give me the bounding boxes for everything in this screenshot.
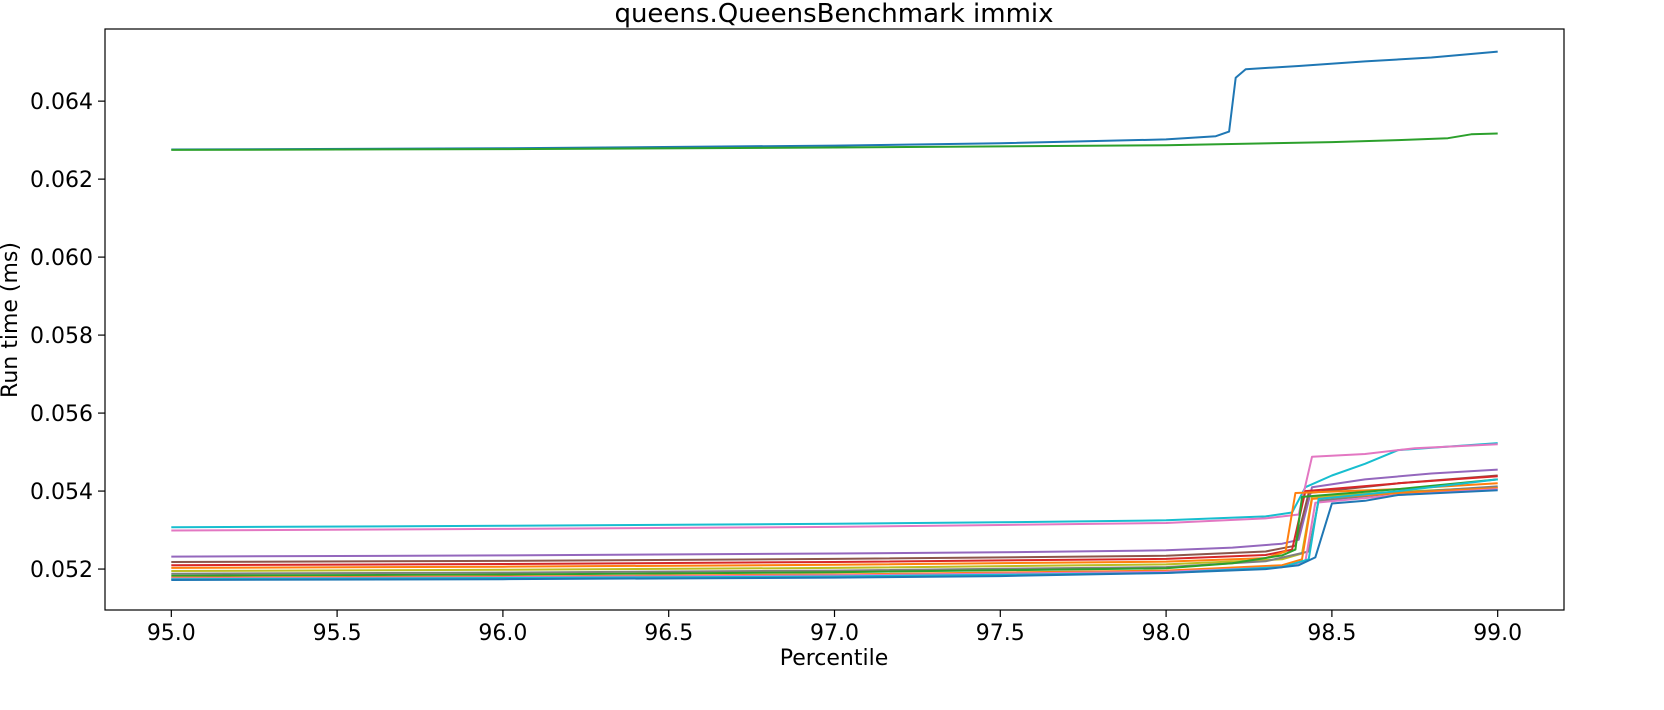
y-tick-label: 0.054 [30, 480, 93, 505]
x-tick-label: 97.0 [810, 621, 859, 646]
x-tick-label: 96.5 [644, 621, 693, 646]
series-line-2 [171, 132, 1498, 151]
x-tick-label: 95.5 [313, 621, 362, 646]
y-axis-label: Run time (ms) [0, 242, 23, 398]
x-tick-label: 98.5 [1307, 621, 1356, 646]
series-line-15 [171, 489, 1498, 581]
series-line-7 [171, 475, 1498, 567]
series-line-1 [171, 50, 1498, 151]
chart-title: queens.QueensBenchmark immix [614, 0, 1053, 29]
y-tick-label: 0.064 [30, 90, 93, 115]
y-tick-label: 0.058 [30, 324, 93, 349]
series-line-4 [171, 443, 1498, 532]
y-tick-label: 0.056 [30, 402, 93, 427]
y-tick-label: 0.060 [30, 246, 93, 271]
y-tick-label: 0.052 [30, 558, 93, 583]
series-line-3 [171, 442, 1498, 529]
x-tick-label: 96.0 [478, 621, 527, 646]
x-tick-label: 97.5 [976, 621, 1025, 646]
y-axis-ticks: 0.052 0.054 0.056 0.058 0.060 0.062 0.064 [30, 90, 105, 583]
x-axis-label: Percentile [780, 646, 889, 671]
x-tick-label: 98.0 [1142, 621, 1191, 646]
x-tick-label: 95.0 [147, 621, 196, 646]
series-line-11 [171, 478, 1498, 577]
series-layer [171, 50, 1498, 581]
series-line-5 [171, 468, 1498, 558]
x-tick-label: 99.0 [1473, 621, 1522, 646]
x-axis-ticks: 95.0 95.5 96.0 96.5 97.0 97.5 98.0 98.5 99.0 [147, 610, 1522, 646]
y-tick-label: 0.062 [30, 168, 93, 193]
